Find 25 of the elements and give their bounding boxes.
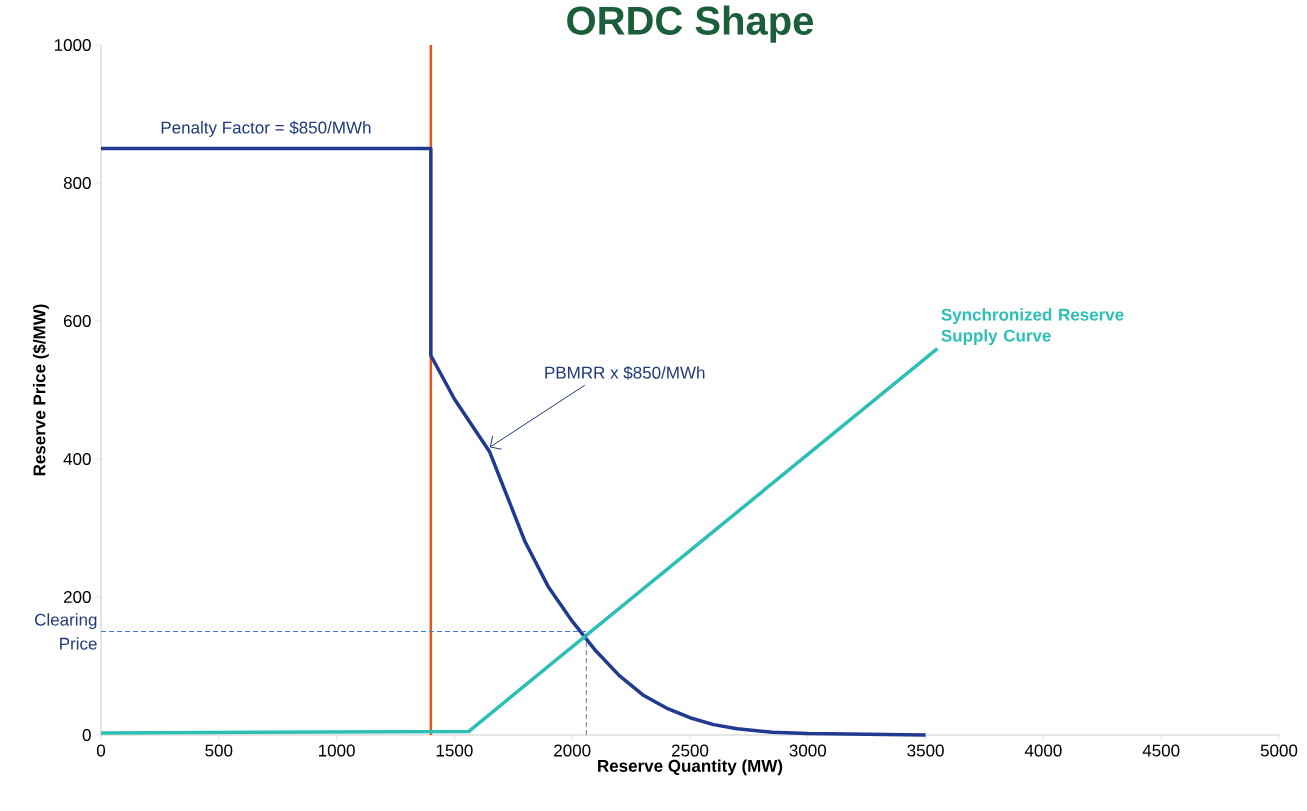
x-tick-label: 4000 (1024, 744, 1062, 757)
x-tick-label: 2000 (554, 744, 591, 757)
x-tick-label: 2500 (671, 744, 709, 757)
y-axis-title: Reserve Price ($/MW) (32, 304, 49, 476)
line-series (99, 146, 928, 737)
x-tick-label: 5000 (1260, 744, 1298, 757)
annotation: PBMRR x $850/MWh (545, 365, 705, 380)
y-tick-label: 400 (63, 452, 91, 466)
chart-title: ORDC Shape (567, 5, 814, 43)
x-tick-label: 500 (205, 744, 233, 757)
y-tick-label: 600 (63, 314, 91, 328)
y-tick-label: 1000 (54, 38, 91, 52)
x-tick-label: 3000 (789, 744, 827, 757)
y-tick-label: 800 (63, 176, 91, 190)
annotation: Penalty Factor = $850/MWh (161, 120, 371, 137)
y-tick-label: 200 (63, 590, 91, 604)
series-label: Synchronized Reserve Supply Curve (941, 308, 1124, 346)
x-tick-label: 3500 (907, 744, 944, 757)
x-tick-label: 0 (96, 744, 106, 757)
series-label: Clearing Price (35, 613, 97, 650)
x-tick-label: 1000 (319, 744, 355, 757)
x-axis-title: Reserve Quantity (MW) (598, 759, 783, 776)
x-tick-label: 4500 (1142, 744, 1180, 757)
y-tick-label: 0 (82, 728, 91, 742)
x-tick-label: 1500 (436, 744, 473, 757)
